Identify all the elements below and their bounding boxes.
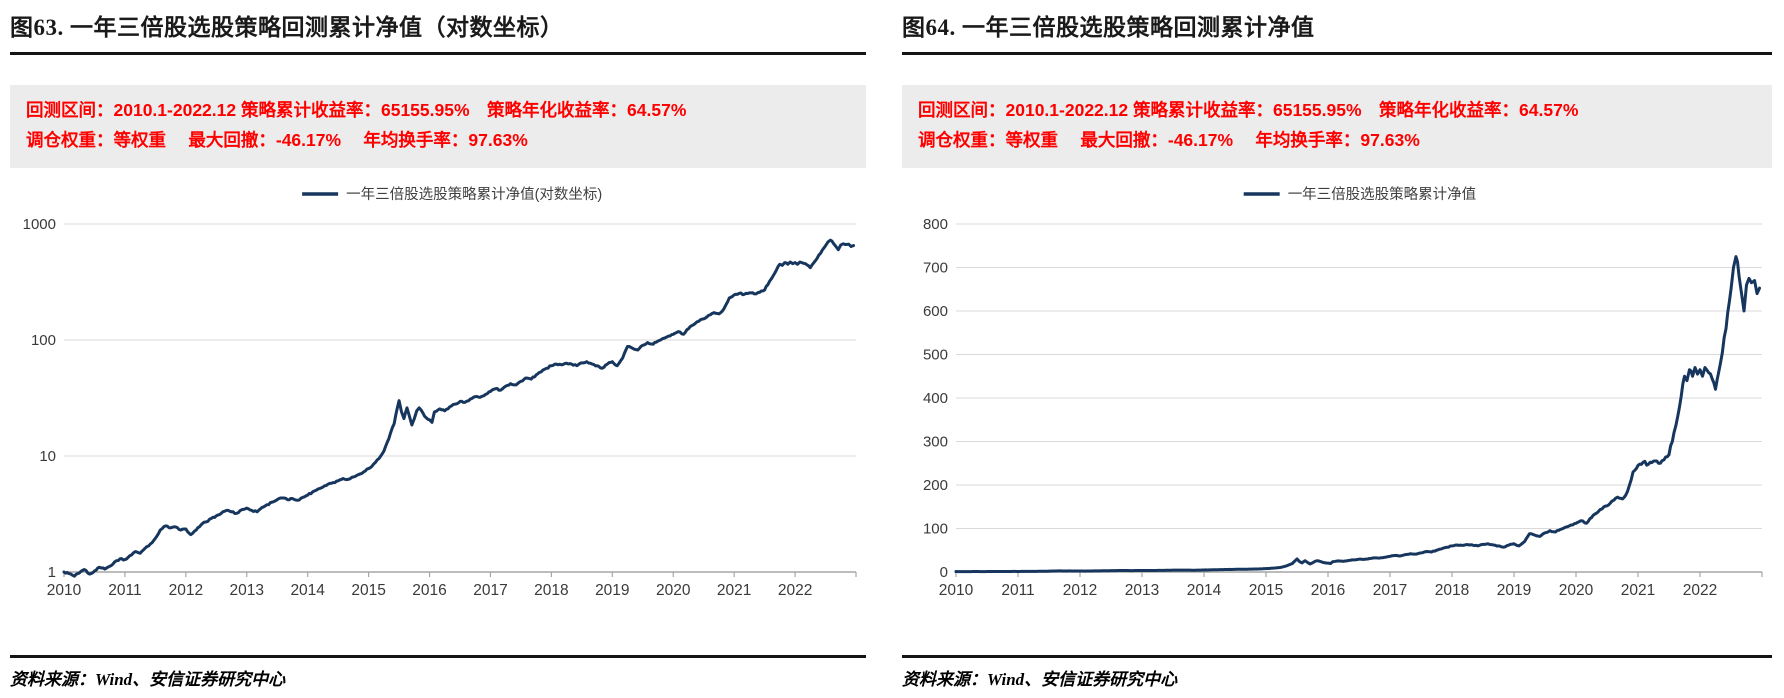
source-divider: 资料来源：Wind、安信证券研究中心 xyxy=(902,655,1772,690)
x-tick-label: 2015 xyxy=(1249,582,1283,599)
legend: 一年三倍股选股策略累计净值 xyxy=(1243,186,1477,203)
y-tick-label: 1 xyxy=(48,564,56,581)
x-tick-label: 2016 xyxy=(412,582,446,599)
backtest-stats-line-2: 调仓权重：等权重 最大回撤：-46.17% 年均换手率：97.63% xyxy=(26,130,528,151)
x-tick-label: 2020 xyxy=(656,582,691,599)
y-tick-label: 300 xyxy=(923,434,948,451)
backtest-stats-box: 回测区间：2010.1-2022.12 策略累计收益率：65155.95% 策略… xyxy=(902,84,1772,168)
y-tick-label: 1000 xyxy=(23,216,56,233)
x-tick-label: 2010 xyxy=(47,582,82,599)
x-tick-label: 2021 xyxy=(717,582,751,599)
x-tick-label: 2018 xyxy=(1435,582,1469,599)
figure-64-panel: 图64. 一年三倍股选股策略回测累计净值 回测区间：2010.1-2022.12… xyxy=(902,8,1772,690)
x-tick-label: 2022 xyxy=(778,582,812,599)
y-tick-label: 200 xyxy=(923,477,948,494)
y-tick-label: 100 xyxy=(31,332,56,349)
legend-label: 一年三倍股选股策略累计净值 xyxy=(1288,186,1477,203)
x-axis: 2010 2011 2012 2013 2014 2015 2016 2017 2018 2019… xyxy=(47,572,857,599)
y-tick-label: 400 xyxy=(923,390,948,407)
x-tick-label: 2016 xyxy=(1311,582,1345,599)
x-tick-label: 2017 xyxy=(473,582,507,599)
backtest-stats-box: 回测区间：2010.1-2022.12 策略累计收益率：65155.95% 策略… xyxy=(10,84,866,168)
source-text: 资料来源：Wind、安信证券研究中心 xyxy=(10,670,286,689)
y-tick-label: 500 xyxy=(923,347,948,364)
x-tick-label: 2014 xyxy=(1187,582,1222,599)
figure-64-title: 图64. 一年三倍股选股策略回测累计净值 xyxy=(902,8,1772,55)
y-tick-label: 600 xyxy=(923,303,948,320)
nav-series-line xyxy=(954,255,1762,574)
backtest-stats-line-1: 回测区间：2010.1-2022.12 策略累计收益率：65155.95% 策略… xyxy=(26,99,687,120)
y-tick-label: 800 xyxy=(923,216,948,233)
backtest-stats-line-2: 调仓权重：等权重 最大回撤：-46.17% 年均换手率：97.63% xyxy=(918,130,1420,151)
y-tick-label: 0 xyxy=(940,564,948,581)
legend-label: 一年三倍股选股策略累计净值(对数坐标) xyxy=(346,186,602,203)
x-tick-label: 2020 xyxy=(1559,582,1594,599)
x-tick-label: 2012 xyxy=(169,582,203,599)
x-tick-label: 2018 xyxy=(534,582,568,599)
source-text: 资料来源：Wind、安信证券研究中心 xyxy=(902,670,1178,689)
x-tick-label: 2017 xyxy=(1373,582,1407,599)
x-tick-label: 2010 xyxy=(939,582,974,599)
y-tick-label: 10 xyxy=(39,448,56,465)
x-axis: 2010 2011 2012 2013 2014 2015 2016 2017 2018 2019… xyxy=(939,572,1763,599)
x-tick-label: 2012 xyxy=(1063,582,1097,599)
backtest-stats-line-1: 回测区间：2010.1-2022.12 策略累计收益率：65155.95% 策略… xyxy=(918,99,1579,120)
x-tick-label: 2011 xyxy=(108,582,141,599)
y-grid: 1 10 100 1000 xyxy=(23,216,856,581)
x-tick-label: 2011 xyxy=(1001,582,1034,599)
x-tick-label: 2013 xyxy=(1125,582,1159,599)
figure-63-panel: 图63. 一年三倍股选股策略回测累计净值（对数坐标） 回测区间：2010.1-2… xyxy=(10,8,866,690)
y-tick-label: 100 xyxy=(923,521,948,538)
x-tick-label: 2014 xyxy=(290,582,325,599)
x-tick-label: 2019 xyxy=(595,582,629,599)
y-tick-label: 700 xyxy=(923,260,948,277)
linear-scale-nav-chart: 一年三倍股选股策略累计净值 0 100 200 300 400 500 600 700 800 20… xyxy=(902,176,1772,604)
legend: 一年三倍股选股策略累计净值(对数坐标) xyxy=(302,186,602,203)
x-tick-label: 2013 xyxy=(230,582,264,599)
x-tick-label: 2021 xyxy=(1621,582,1655,599)
y-grid: 0 100 200 300 400 500 600 700 800 xyxy=(923,216,1762,581)
figure-63-title: 图63. 一年三倍股选股策略回测累计净值（对数坐标） xyxy=(10,8,866,55)
log-scale-nav-chart: 一年三倍股选股策略累计净值(对数坐标) 1 10 100 1000 2010 2011 201… xyxy=(10,176,866,604)
nav-series-line xyxy=(62,238,856,578)
linear-chart-svg: 一年三倍股选股策略累计净值 0 100 200 300 400 500 600 700 800 20… xyxy=(923,186,1763,599)
x-tick-label: 2015 xyxy=(351,582,385,599)
x-tick-label: 2022 xyxy=(1683,582,1717,599)
source-divider: 资料来源：Wind、安信证券研究中心 xyxy=(10,655,866,690)
x-tick-label: 2019 xyxy=(1497,582,1531,599)
